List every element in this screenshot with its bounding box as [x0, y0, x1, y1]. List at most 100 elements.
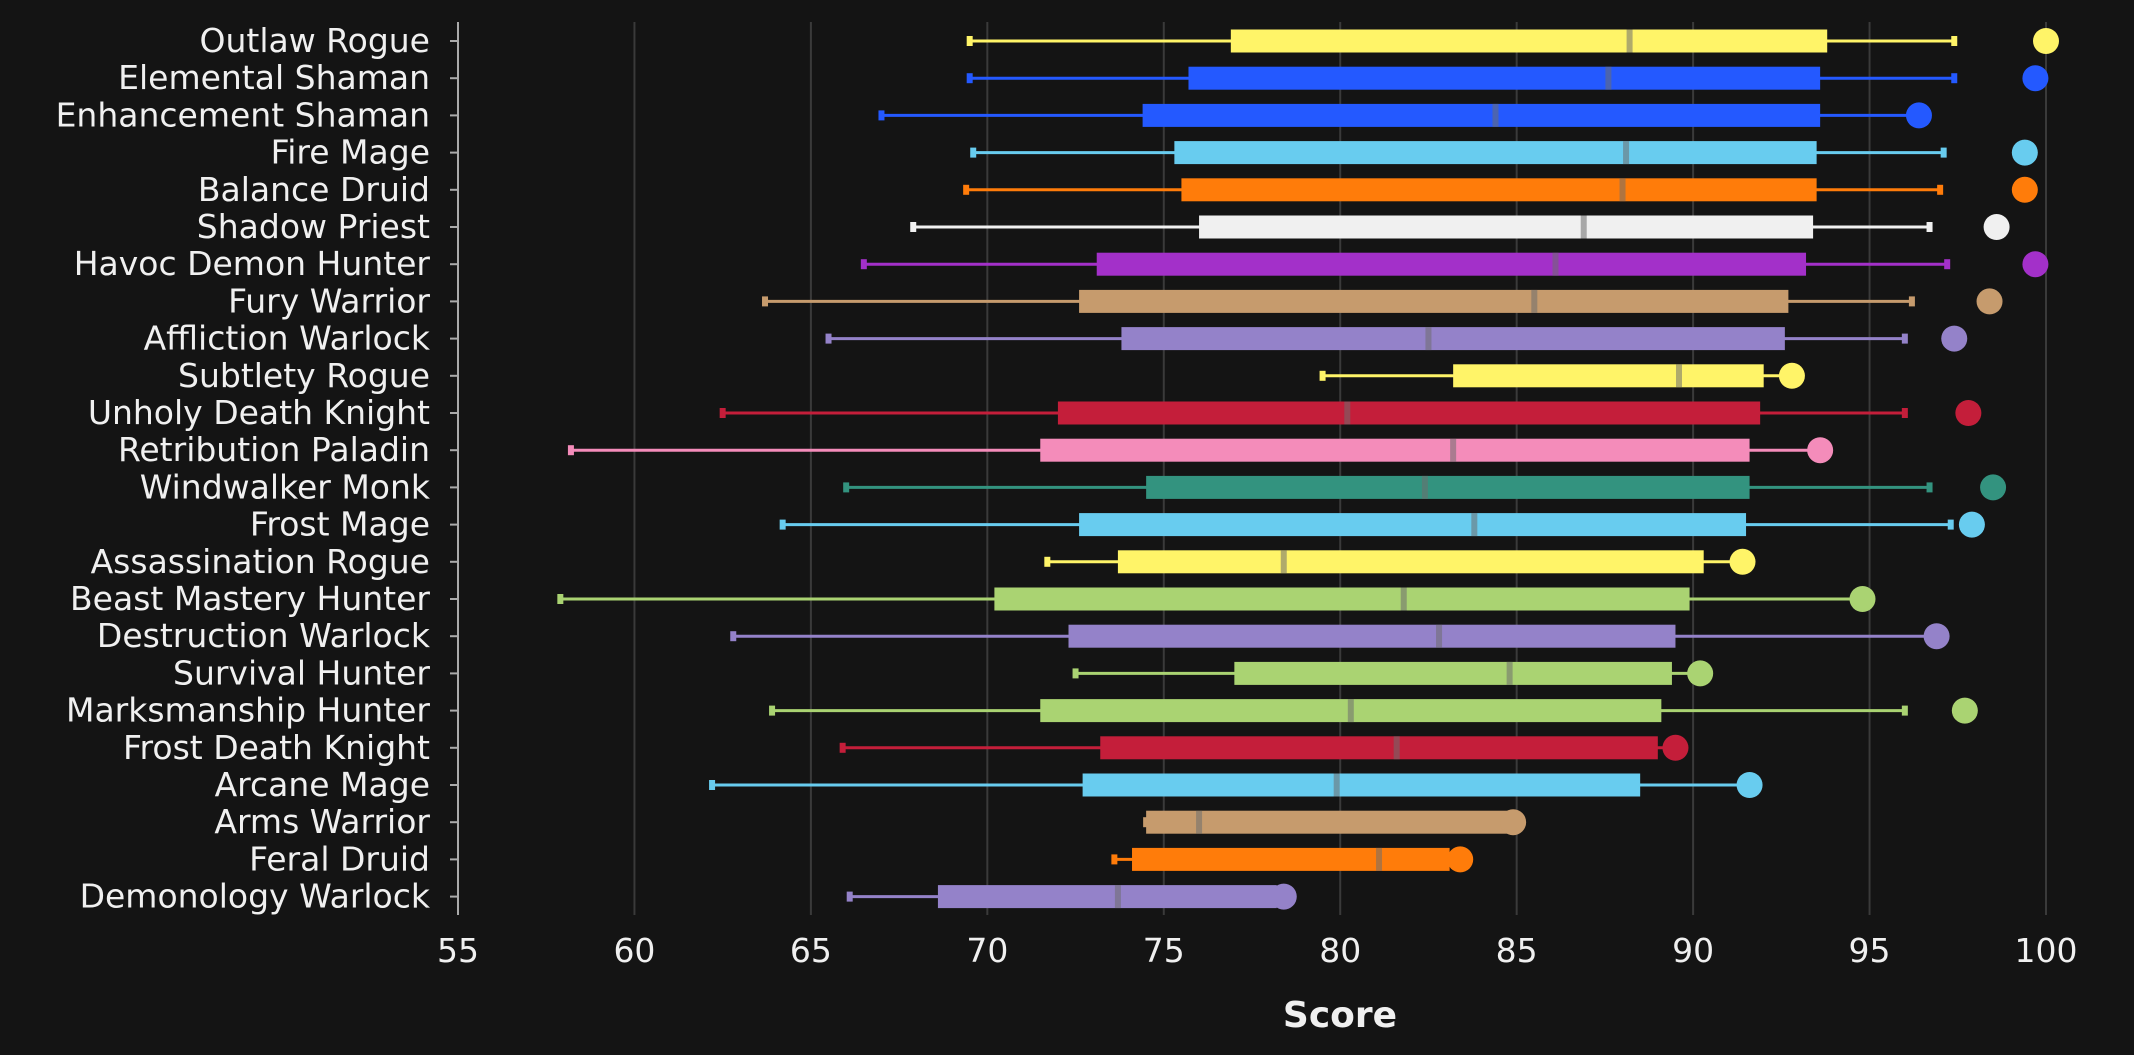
median-marker: [1619, 178, 1626, 202]
y-tick-label: Arms Warrior: [214, 802, 430, 841]
box-row: [1044, 548, 1756, 575]
x-tick-label: 60: [613, 931, 655, 970]
y-tick-label: Assassination Rogue: [91, 542, 430, 581]
median-marker: [1376, 847, 1383, 871]
max-point: [1729, 548, 1756, 575]
box-row: [966, 65, 2049, 92]
y-tick-label: Subtlety Rogue: [178, 356, 430, 395]
box-iqr: [1174, 141, 1817, 165]
median-marker: [1400, 587, 1407, 611]
box-iqr: [1117, 550, 1704, 574]
whisker-cap-min: [769, 705, 776, 716]
y-tick-label: Elemental Shaman: [118, 58, 430, 97]
max-point: [1958, 511, 1985, 538]
whisker-cap-min: [860, 259, 867, 270]
y-tick-label: Frost Death Knight: [123, 728, 430, 767]
box-iqr: [1040, 438, 1750, 462]
max-point: [1955, 400, 1982, 426]
y-tick-label: Destruction Warlock: [97, 616, 431, 655]
whisker-cap-min: [1319, 370, 1326, 381]
median-marker: [1450, 438, 1457, 462]
box-iqr: [1068, 624, 1676, 648]
max-point: [2011, 176, 2038, 203]
max-point: [1270, 883, 1297, 910]
max-point: [2011, 139, 2038, 166]
median-marker: [1196, 810, 1203, 834]
whisker-cap-min: [567, 445, 574, 456]
box-iqr: [1100, 736, 1658, 760]
whisker-cap-max: [1951, 36, 1958, 46]
median-marker: [1114, 885, 1121, 909]
whisker-cap-min: [1111, 854, 1118, 865]
max-point: [1980, 474, 2007, 501]
max-point: [1807, 437, 1834, 464]
whisker-cap-min: [970, 147, 977, 158]
whisker-cap-min: [910, 222, 917, 232]
box-row: [1072, 660, 1714, 687]
max-point: [1976, 288, 2003, 315]
y-tick-label: Unholy Death Knight: [88, 393, 430, 432]
max-point: [1500, 809, 1527, 836]
whisker-cap-min: [963, 184, 970, 195]
y-tick-label: Affliction Warlock: [144, 319, 431, 358]
box-row: [557, 586, 1876, 612]
median-marker: [1425, 327, 1432, 351]
max-point: [1778, 362, 1805, 389]
y-tick-label: Shadow Priest: [197, 207, 430, 246]
whisker-cap-min: [1072, 668, 1079, 679]
whisker-cap-max: [1926, 222, 1933, 232]
median-marker: [1552, 252, 1559, 276]
y-tick-label: Marksmanship Hunter: [66, 691, 430, 730]
max-point: [1849, 586, 1876, 612]
y-tick-label: Outlaw Rogue: [199, 21, 430, 60]
max-point: [2033, 28, 2059, 54]
x-tick-label: 65: [790, 931, 832, 970]
whisker-cap-min: [719, 408, 726, 418]
median-marker: [1531, 289, 1538, 313]
box-iqr: [1230, 29, 1828, 53]
max-point: [1687, 660, 1714, 687]
x-tick-label: 70: [966, 931, 1008, 970]
y-tick-label: Havoc Demon Hunter: [74, 244, 431, 283]
max-point: [1905, 102, 1932, 129]
x-tick-label: 90: [1672, 931, 1714, 970]
whisker-cap-min: [966, 36, 973, 46]
box-row: [1319, 362, 1805, 389]
median-marker: [1605, 66, 1612, 90]
box-row: [719, 400, 1982, 426]
box-row: [1143, 809, 1527, 836]
box-row: [769, 697, 1978, 724]
box-iqr: [1142, 103, 1821, 127]
median-marker: [1471, 513, 1478, 537]
box-row: [839, 734, 1689, 761]
whisker-cap-min: [762, 296, 769, 307]
x-tick-label: 80: [1319, 931, 1361, 970]
box-iqr: [1079, 513, 1747, 537]
box-iqr: [1146, 810, 1514, 834]
box-row: [970, 139, 2038, 166]
whisker-cap-max: [1944, 259, 1951, 270]
box-iqr: [1082, 773, 1641, 797]
whisker-cap-min: [779, 519, 786, 530]
whisker-cap-min: [843, 482, 850, 493]
whisker-cap-max: [1926, 482, 1933, 493]
box-row: [709, 772, 1763, 798]
max-point: [2022, 65, 2049, 92]
median-marker: [1675, 364, 1682, 388]
box-row: [966, 28, 2059, 54]
whisker-cap-max: [1901, 408, 1908, 418]
y-tick-label: Frost Mage: [250, 505, 430, 544]
box-row: [730, 623, 1950, 650]
y-tick-label: Fire Mage: [271, 133, 430, 172]
max-point: [2022, 251, 2049, 278]
whisker-cap-min: [730, 631, 737, 642]
whisker-cap-min: [846, 891, 853, 902]
y-tick-label: Arcane Mage: [215, 765, 430, 804]
whisker-cap-max: [1937, 184, 1944, 195]
box-iqr: [1199, 215, 1814, 239]
median-marker: [1623, 141, 1630, 165]
whisker-cap-min: [878, 110, 885, 121]
max-point: [1662, 734, 1689, 761]
